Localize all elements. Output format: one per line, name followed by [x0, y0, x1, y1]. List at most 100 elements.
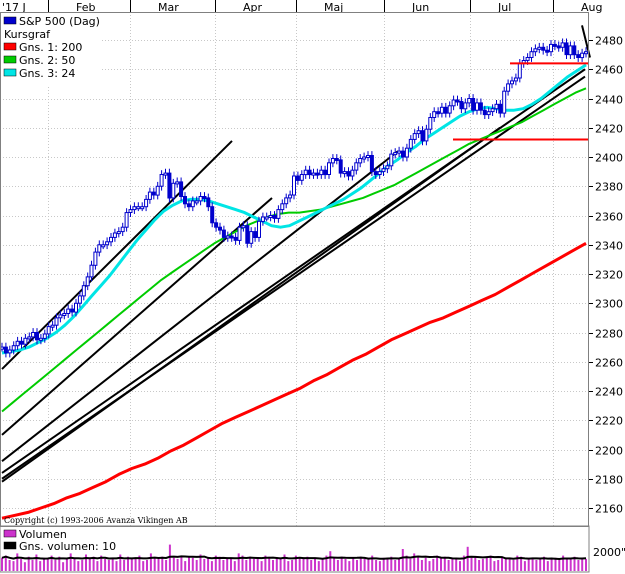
- legend-label-0: S&P 500 (Dag): [19, 15, 100, 28]
- volume-bar-96: [367, 557, 370, 571]
- volume-bar-122: [466, 546, 469, 571]
- price-bar-99: [385, 165, 390, 170]
- plot-frame: [0, 12, 589, 527]
- volume-bar-120: [459, 561, 461, 571]
- price-bar-39: [151, 191, 156, 196]
- volume-bar-111: [424, 557, 427, 571]
- price-bar-45: [175, 181, 180, 185]
- volume-bar-32: [123, 560, 126, 571]
- price-bar-51: [198, 196, 203, 202]
- volume-bar-147: [562, 555, 565, 571]
- price-bar-20: [77, 295, 82, 304]
- volume-bar-146: [558, 560, 561, 571]
- price-bar-133: [517, 62, 522, 79]
- volume-bar-116: [443, 556, 446, 571]
- volume-bar-50: [191, 557, 194, 571]
- price-bar-34: [132, 206, 137, 211]
- price-bar-28: [109, 236, 113, 243]
- volume-bar-56: [214, 555, 217, 571]
- y-tick-label-2420: 2420: [595, 123, 623, 136]
- price-bar-42: [163, 172, 168, 176]
- x-tick-label-Feb: Feb: [76, 1, 95, 14]
- volume-bar-79: [302, 558, 305, 571]
- price-bar-23: [89, 264, 94, 278]
- price-bar-144: [560, 42, 565, 48]
- volume-bar-16: [62, 562, 65, 571]
- volume-bar-21: [81, 560, 84, 571]
- price-bar-150: [584, 51, 588, 55]
- volume-bar-130: [497, 560, 500, 571]
- price-bar-102: [397, 150, 402, 154]
- y-tick-label-2260: 2260: [595, 357, 623, 370]
- price-bar-83: [323, 169, 328, 176]
- volume-bar-23: [88, 557, 91, 571]
- volume-bar-121: [462, 555, 465, 571]
- price-bar-26: [101, 244, 106, 248]
- volume-bar-99: [378, 561, 381, 571]
- volume-bar-14: [54, 560, 57, 571]
- volume-bar-106: [405, 555, 408, 571]
- volume-bar-62: [237, 553, 240, 571]
- price-bar-40: [155, 185, 160, 196]
- price-bar-103: [401, 150, 405, 158]
- volume-bar-114: [436, 555, 439, 571]
- price-bar-49: [190, 200, 195, 208]
- volume-bar-53: [203, 558, 206, 571]
- price-bar-56: [218, 226, 222, 231]
- volume-bar-66: [252, 558, 255, 571]
- price-bar-18: [70, 308, 75, 313]
- y-tick-label-2340: 2340: [595, 240, 623, 253]
- volume-bar-39: [149, 553, 152, 571]
- volume-bar-93: [356, 560, 358, 571]
- y-tick-label-2240: 2240: [595, 386, 623, 399]
- volume-bar-37: [142, 561, 145, 571]
- price-bar-125: [486, 111, 491, 116]
- volume-bar-5: [20, 558, 23, 571]
- volume-bar-112: [428, 561, 431, 571]
- price-bar-11: [42, 333, 47, 339]
- volume-bar-151: [577, 560, 580, 571]
- volume-bar-123: [470, 557, 473, 571]
- price-bar-29: [112, 232, 117, 238]
- volume-bar-139: [531, 558, 534, 571]
- price-bar-112: [436, 111, 441, 115]
- x-tick-label-Aug: Aug: [581, 1, 602, 14]
- price-bar-17: [66, 308, 71, 315]
- y-tick-label-2400: 2400: [595, 152, 623, 165]
- price-bar-88: [342, 171, 347, 175]
- volume-bar-152: [581, 557, 584, 571]
- x-axis-labels: '17 J Feb Mar Apr Maj Jun Jul Aug: [2, 0, 602, 14]
- volume-bar-77: [294, 555, 297, 571]
- price-bar-136: [529, 51, 534, 59]
- price-bar-84: [327, 162, 331, 176]
- y-tick-label-2360: 2360: [595, 211, 623, 224]
- volume-bar-44: [168, 544, 171, 571]
- volume-bar-54: [207, 557, 210, 571]
- volume-bar-113: [432, 558, 435, 571]
- volume-bar-57: [218, 556, 221, 571]
- price-bar-98: [381, 168, 386, 173]
- volume-bar-59: [226, 558, 229, 571]
- volume-bar-107: [409, 558, 412, 571]
- price-bar-90: [350, 169, 355, 177]
- volume-bar-103: [394, 560, 397, 571]
- price-bar-108: [420, 130, 425, 142]
- price-bar-1: [3, 346, 8, 354]
- price-bar-13: [50, 324, 55, 328]
- price-bar-63: [245, 225, 250, 244]
- volume-bar-124: [474, 556, 477, 571]
- price-bar-10: [38, 337, 43, 341]
- price-bar-59: [229, 235, 234, 239]
- volume-legend-label-1: Gns. volumen: 10: [19, 540, 116, 553]
- volume-bar-69: [264, 555, 267, 571]
- price-bar-97: [377, 171, 382, 176]
- volume-bar-125: [478, 560, 481, 571]
- price-bar-30: [116, 231, 121, 235]
- price-bar-71: [276, 209, 281, 219]
- volume-bar-126: [481, 558, 484, 571]
- volume-bar-63: [241, 555, 244, 571]
- price-bar-22: [85, 276, 90, 287]
- price-bar-109: [424, 128, 429, 142]
- price-bar-46: [179, 181, 184, 197]
